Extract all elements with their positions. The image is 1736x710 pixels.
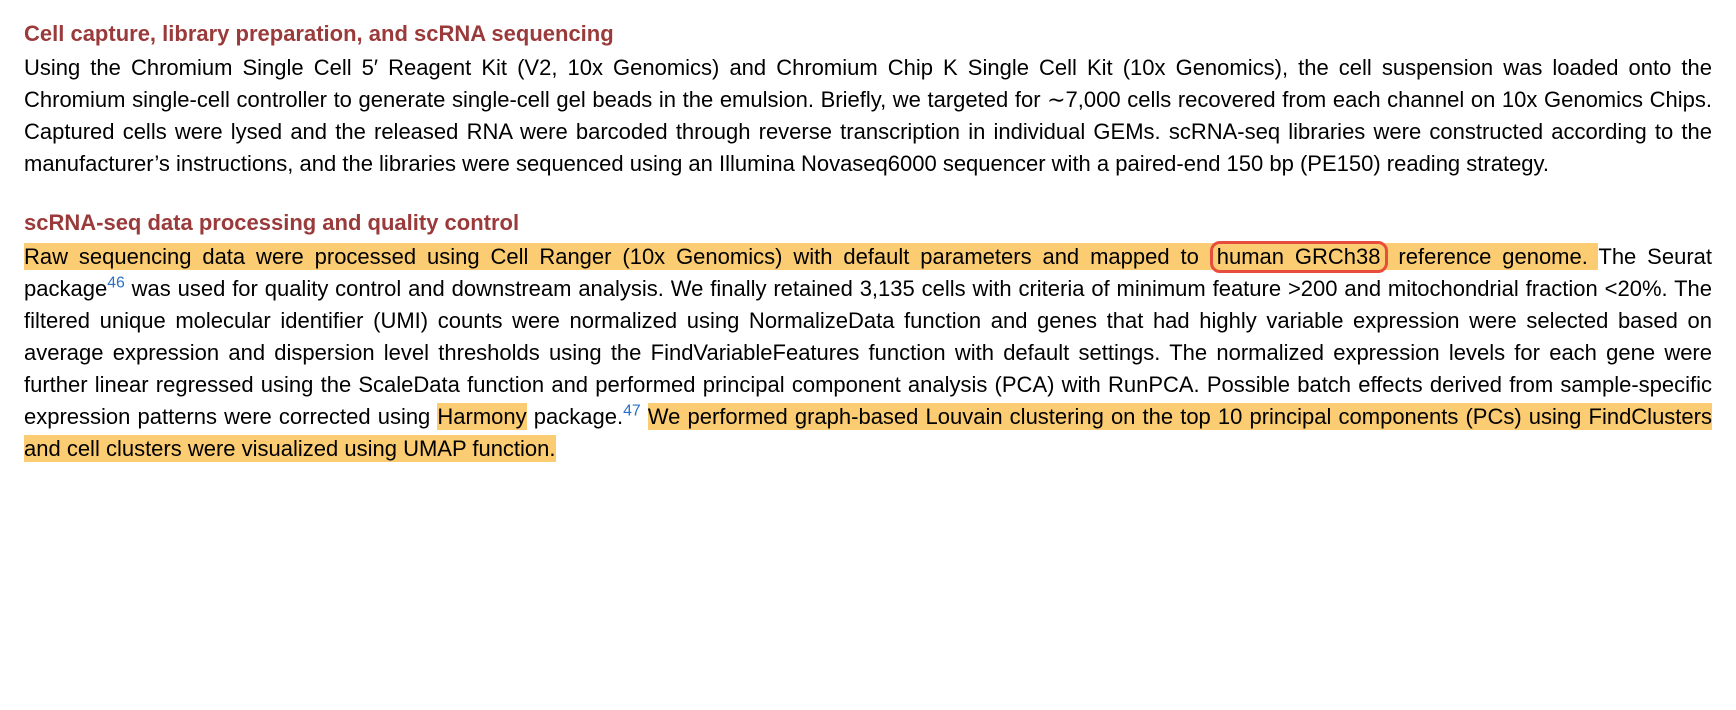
text-run	[641, 404, 648, 429]
text-run: reference genome.	[1398, 244, 1587, 269]
citation-ref[interactable]: 47	[623, 402, 641, 419]
boxed-span: human GRCh38	[1210, 241, 1388, 273]
text-run: Raw sequencing data were processed using…	[24, 244, 1199, 269]
section-body: Using the Chromium Single Cell 5′ Reagen…	[24, 52, 1712, 180]
section-heading: scRNA-seq data processing and quality co…	[24, 207, 1712, 239]
section-body: Raw sequencing data were processed using…	[24, 241, 1712, 464]
text-run: package.	[527, 404, 623, 429]
highlight-span: Raw sequencing data were processed using…	[24, 243, 1598, 270]
section-heading: Cell capture, library preparation, and s…	[24, 18, 1712, 50]
highlight-span: Harmony	[437, 403, 526, 430]
section-cell-capture: Cell capture, library preparation, and s…	[24, 18, 1712, 179]
section-scrna-processing: scRNA-seq data processing and quality co…	[24, 207, 1712, 464]
citation-ref[interactable]: 46	[107, 275, 125, 292]
